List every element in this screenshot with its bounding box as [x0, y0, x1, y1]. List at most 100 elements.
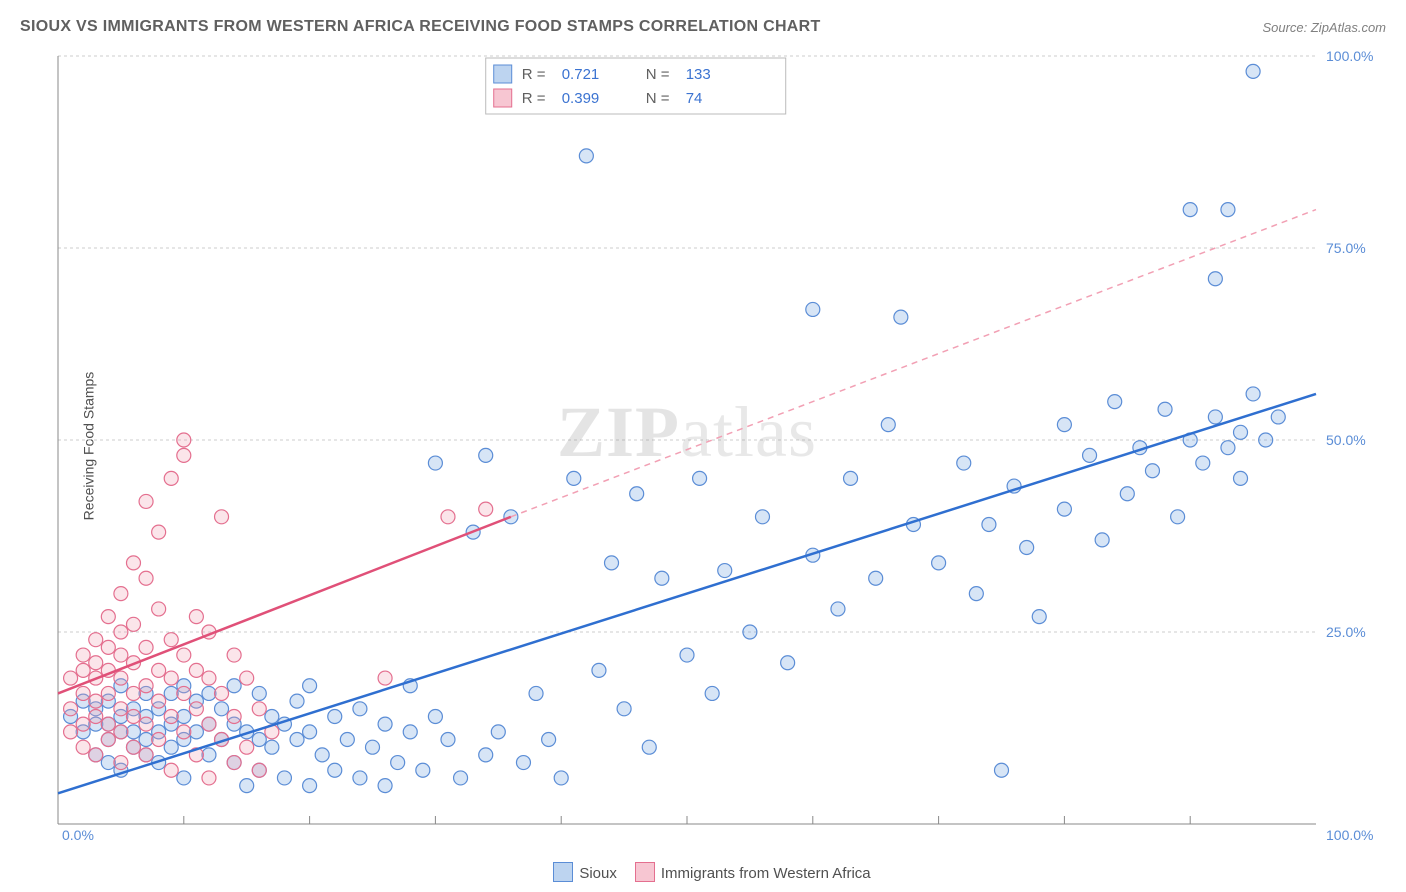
data-point: [177, 648, 191, 662]
data-point: [479, 748, 493, 762]
data-point: [1208, 410, 1222, 424]
data-point: [743, 625, 757, 639]
data-point: [177, 771, 191, 785]
data-point: [932, 556, 946, 570]
data-point: [693, 471, 707, 485]
data-point: [982, 517, 996, 531]
data-point: [114, 702, 128, 716]
data-point: [428, 709, 442, 723]
data-point: [969, 587, 983, 601]
data-point: [89, 709, 103, 723]
data-point: [265, 740, 279, 754]
data-point: [152, 602, 166, 616]
data-point: [114, 671, 128, 685]
legend-r-label: R =: [522, 90, 546, 107]
data-point: [479, 448, 493, 462]
data-point: [202, 671, 216, 685]
data-point: [303, 679, 317, 693]
data-point: [416, 763, 430, 777]
data-point: [1221, 441, 1235, 455]
legend-r-label: R =: [522, 66, 546, 83]
data-point: [403, 725, 417, 739]
data-point: [227, 756, 241, 770]
data-point: [252, 686, 266, 700]
data-point: [114, 725, 128, 739]
data-point: [101, 756, 115, 770]
data-point: [529, 686, 543, 700]
data-point: [617, 702, 631, 716]
plot-area: 25.0%50.0%75.0%100.0%0.0%100.0%ZIPatlasR…: [50, 50, 1386, 842]
data-point: [353, 771, 367, 785]
data-point: [252, 702, 266, 716]
legend-swatch: [494, 89, 512, 107]
data-point: [164, 740, 178, 754]
data-point: [215, 510, 229, 524]
data-point: [152, 663, 166, 677]
data-point: [869, 571, 883, 585]
data-point: [202, 748, 216, 762]
data-point: [1234, 425, 1248, 439]
legend-n-label: N =: [646, 66, 670, 83]
data-point: [126, 740, 140, 754]
data-point: [126, 686, 140, 700]
scatter-chart-svg: 25.0%50.0%75.0%100.0%0.0%100.0%ZIPatlasR…: [50, 50, 1386, 842]
data-point: [76, 663, 90, 677]
data-point: [114, 587, 128, 601]
legend-series-label: Sioux: [579, 865, 617, 882]
data-point: [152, 733, 166, 747]
data-point: [177, 709, 191, 723]
data-point: [202, 717, 216, 731]
data-point: [1183, 203, 1197, 217]
data-point: [240, 671, 254, 685]
data-point: [240, 740, 254, 754]
data-point: [189, 702, 203, 716]
trend-line-immigrants-solid: [58, 517, 511, 694]
legend-r-value: 0.721: [562, 66, 600, 83]
data-point: [126, 556, 140, 570]
data-point: [328, 709, 342, 723]
data-point: [252, 733, 266, 747]
data-point: [303, 779, 317, 793]
data-point: [1032, 610, 1046, 624]
data-point: [189, 663, 203, 677]
data-point: [215, 686, 229, 700]
data-point: [139, 717, 153, 731]
data-point: [139, 748, 153, 762]
data-point: [1171, 510, 1185, 524]
data-point: [378, 717, 392, 731]
legend-n-value: 133: [686, 66, 711, 83]
data-point: [441, 733, 455, 747]
data-point: [328, 763, 342, 777]
data-point: [89, 656, 103, 670]
data-point: [152, 525, 166, 539]
trend-line-immigrants-dash: [511, 210, 1316, 517]
data-point: [718, 564, 732, 578]
data-point: [1208, 272, 1222, 286]
data-point: [844, 471, 858, 485]
data-point: [240, 779, 254, 793]
data-point: [265, 709, 279, 723]
x-tick-label: 100.0%: [1326, 827, 1373, 842]
bottom-legend: SiouxImmigrants from Western Africa: [0, 862, 1406, 882]
data-point: [139, 733, 153, 747]
data-point: [353, 702, 367, 716]
data-point: [705, 686, 719, 700]
data-point: [655, 571, 669, 585]
data-point: [881, 418, 895, 432]
data-point: [202, 771, 216, 785]
data-point: [126, 709, 140, 723]
data-point: [64, 702, 78, 716]
data-point: [101, 640, 115, 654]
data-point: [1221, 203, 1235, 217]
data-point: [126, 725, 140, 739]
data-point: [152, 694, 166, 708]
data-point: [579, 149, 593, 163]
legend-swatch: [635, 862, 655, 882]
data-point: [164, 709, 178, 723]
data-point: [189, 725, 203, 739]
data-point: [277, 771, 291, 785]
data-point: [114, 625, 128, 639]
legend-swatch: [553, 862, 573, 882]
data-point: [64, 671, 78, 685]
data-point: [781, 656, 795, 670]
